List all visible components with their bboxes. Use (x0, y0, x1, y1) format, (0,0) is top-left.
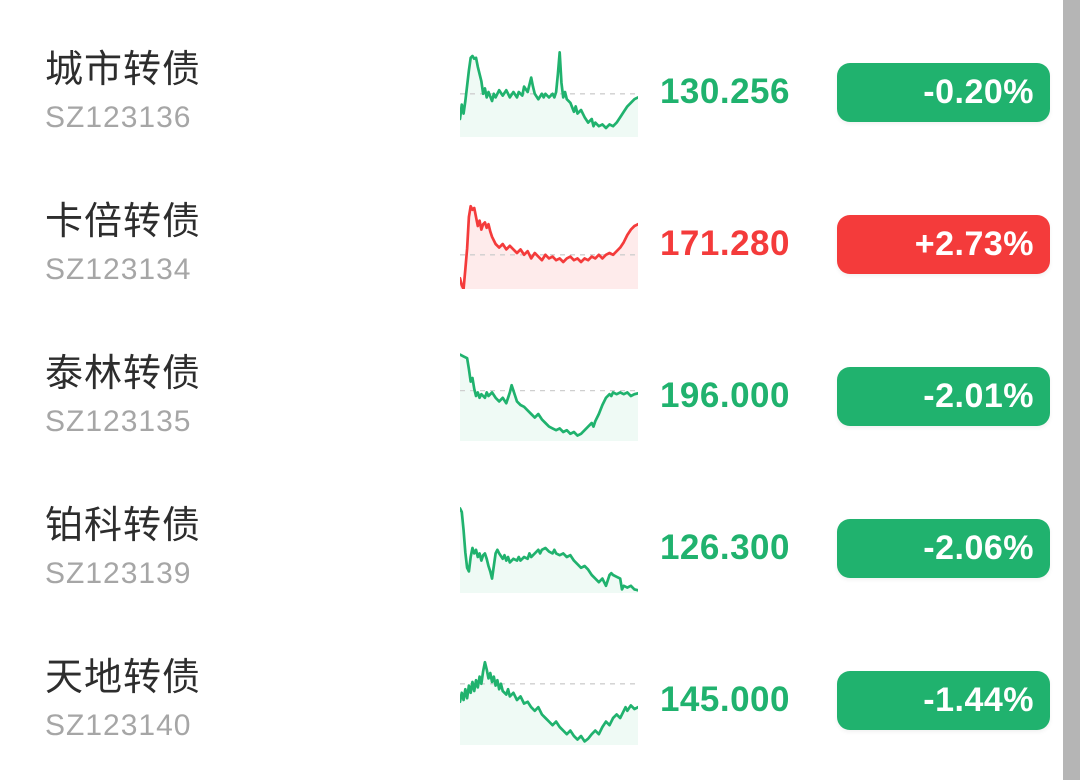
change-badge: -1.44% (837, 670, 1050, 730)
bond-code: SZ123135 (45, 404, 192, 438)
bond-name: 铂科转债 (45, 505, 202, 548)
bond-info: 卡倍转债 SZ123134 (45, 201, 460, 287)
bond-info: 泰林转债 SZ123135 (45, 353, 460, 439)
bond-price: 196.000 (659, 376, 790, 415)
sparkline-chart (460, 655, 638, 745)
bond-list: 城市转债 SZ123136 130.256 -0.20% 卡倍转债 SZ1231… (0, 16, 1064, 776)
bond-name: 城市转债 (45, 49, 202, 92)
price-line (460, 355, 638, 436)
bond-name: 卡倍转债 (45, 201, 202, 244)
price-line (460, 52, 638, 128)
sparkline-chart (460, 47, 638, 137)
sparkline-chart (460, 351, 638, 441)
bond-name: 天地转债 (45, 657, 202, 700)
bond-price: 145.000 (659, 680, 790, 719)
sparkline-chart (460, 199, 638, 289)
bond-code: SZ123139 (45, 556, 192, 590)
bond-code: SZ123140 (45, 708, 192, 742)
price-line (460, 662, 638, 741)
bond-code: SZ123134 (45, 252, 192, 286)
bond-info: 城市转债 SZ123136 (45, 49, 460, 135)
bond-price: 126.300 (659, 528, 790, 567)
price-line (460, 508, 638, 590)
bond-name: 泰林转债 (45, 353, 202, 396)
bond-row[interactable]: 城市转债 SZ123136 130.256 -0.20% (0, 16, 1064, 168)
bond-info: 天地转债 SZ123140 (45, 657, 460, 743)
bond-row[interactable]: 天地转债 SZ123140 145.000 -1.44% (0, 624, 1064, 776)
bond-row[interactable]: 泰林转债 SZ123135 196.000 -2.01% (0, 320, 1064, 472)
change-badge: -0.20% (837, 62, 1050, 122)
price-line (460, 206, 638, 289)
bond-price: 171.280 (659, 224, 790, 263)
bond-info: 铂科转债 SZ123139 (45, 505, 460, 591)
bond-code: SZ123136 (45, 100, 192, 134)
bond-price: 130.256 (659, 72, 790, 111)
change-badge: -2.06% (837, 518, 1050, 578)
change-badge: +2.73% (837, 214, 1050, 274)
bond-row[interactable]: 铂科转债 SZ123139 126.300 -2.06% (0, 472, 1064, 624)
sparkline-chart (460, 503, 638, 593)
change-badge: -2.01% (837, 366, 1050, 426)
scrollbar[interactable] (1063, 0, 1080, 780)
bond-row[interactable]: 卡倍转债 SZ123134 171.280 +2.73% (0, 168, 1064, 320)
